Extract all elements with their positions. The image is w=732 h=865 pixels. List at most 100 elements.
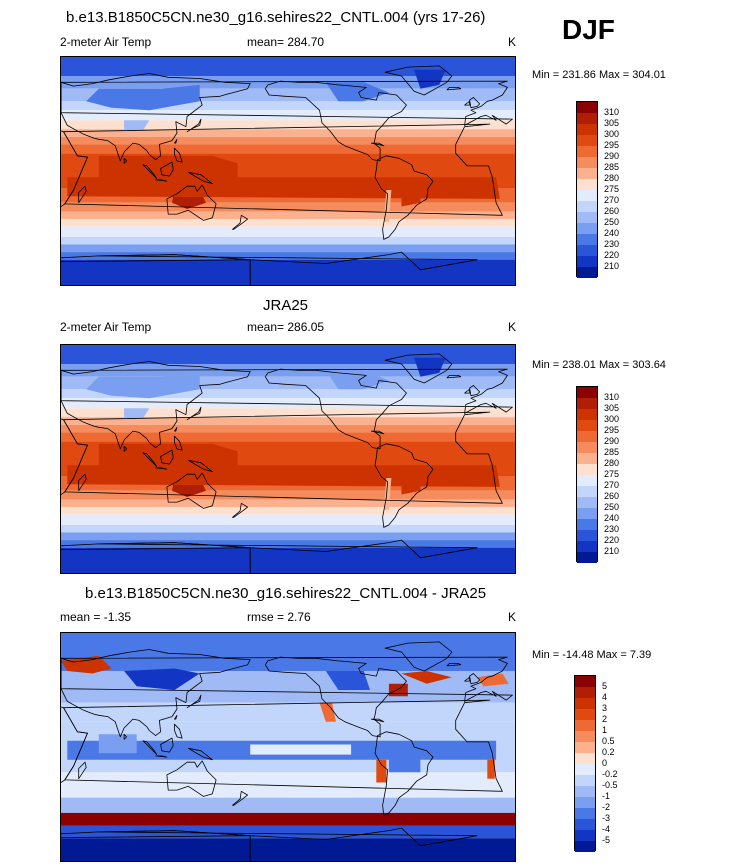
- panel1-colorbar-swatch: [577, 190, 597, 201]
- panel1-colorbar-swatch: [577, 124, 597, 135]
- contour-region: [376, 759, 387, 783]
- coastline: [142, 452, 158, 467]
- contour-region: [414, 69, 446, 89]
- contour-band: [61, 252, 515, 260]
- panel3-colorbar-label: -0.5: [602, 780, 618, 790]
- coastline: [186, 406, 202, 421]
- panel2-mean-label: mean= 286.05: [247, 320, 325, 334]
- panel3-colorbar-label: -1: [602, 791, 611, 801]
- coastline: [61, 73, 251, 162]
- panel3-colorbar-swatch: [575, 709, 595, 720]
- coastline: [166, 760, 217, 797]
- contour-region: [401, 671, 452, 684]
- panel1-colorbar-swatch: [577, 256, 597, 267]
- coastline: [188, 171, 213, 185]
- contour-band: [61, 244, 515, 253]
- contour-band: [61, 211, 515, 220]
- coastline: [446, 663, 462, 667]
- coastline: [160, 737, 174, 753]
- panel1-colorbar-swatch: [577, 223, 597, 234]
- contour-band: [61, 772, 515, 798]
- panel3-title: b.e13.B1850C5CN.ne30_g16.sehires22_CNTL.…: [85, 585, 487, 602]
- panel2-colorbar-swatch: [577, 453, 597, 464]
- coastline: [78, 185, 87, 204]
- contour-band: [61, 524, 515, 533]
- contour-band: [61, 202, 515, 212]
- contour-band: [61, 398, 515, 409]
- panel1-colorbar-swatch: [577, 135, 597, 146]
- panel3-colorbar-swatch: [575, 753, 595, 764]
- coastline: [61, 418, 88, 496]
- contour-region: [67, 177, 500, 199]
- coastline: [61, 830, 251, 861]
- panel3-colorbar-label: -3: [602, 813, 611, 823]
- panel2-colorbar-swatch: [577, 530, 597, 541]
- coastline: [61, 361, 251, 450]
- panel2-colorbar-swatch: [577, 508, 597, 519]
- contour-band: [61, 812, 515, 826]
- panel2-colorbar-box: [576, 386, 598, 563]
- contour-band: [61, 838, 515, 861]
- panel3-colorbar-label: 5: [602, 681, 608, 691]
- panel3-colorbar-swatch: [575, 841, 595, 852]
- contour-region: [67, 465, 500, 487]
- panel3-colorbar-swatch: [575, 687, 595, 698]
- coastline: [142, 164, 158, 179]
- coastline: [174, 723, 183, 739]
- coastline: [188, 459, 213, 473]
- panel3-mean-label: mean = -1.35: [60, 610, 132, 624]
- panel2-colorbar-swatch: [577, 442, 597, 453]
- coastline: [155, 179, 168, 182]
- contour-band: [61, 424, 515, 433]
- panel2-colorbar-label: 240: [604, 513, 620, 523]
- panel1-colorbar-swatch: [577, 168, 597, 179]
- contour-region: [86, 84, 200, 111]
- coastline: [123, 157, 127, 164]
- panel3-colorbar-label: 2: [602, 714, 608, 724]
- contour-region: [325, 671, 370, 690]
- panel1-minmax-label: Min = 231.86 Max = 304.01: [532, 69, 666, 81]
- contour-band: [61, 417, 515, 425]
- coastline: [384, 353, 453, 384]
- coastline: [61, 542, 251, 573]
- panel3-colorbar-swatch: [575, 797, 595, 808]
- contour-band: [61, 432, 515, 442]
- panel3-colorbar-label: 0.5: [602, 736, 615, 746]
- contour-band: [61, 120, 515, 130]
- panel3-colorbar-swatch: [575, 742, 595, 753]
- panel1-colorbar-swatch: [577, 245, 597, 256]
- contour-region: [124, 120, 150, 131]
- panel1-colorbar-swatch: [577, 201, 597, 212]
- coastline: [370, 142, 385, 147]
- contour-region: [86, 372, 200, 399]
- panel2-colorbar-swatch: [577, 486, 597, 497]
- contour-band: [61, 259, 515, 285]
- contour-band: [61, 236, 515, 245]
- contour-band: [61, 144, 515, 154]
- panel1-colorbar-label: 230: [604, 239, 620, 249]
- coastline: [174, 714, 178, 720]
- coastline: [155, 755, 168, 758]
- panel1-colorbar-swatch: [577, 234, 597, 245]
- contour-region: [477, 673, 509, 687]
- panel1-colorbar-label: 310: [604, 107, 620, 117]
- coastline-group: [61, 641, 513, 861]
- coastline: [464, 100, 470, 106]
- panel1-variable-label: 2-meter Air Temp: [60, 35, 152, 49]
- panel3-colorbar-swatch: [575, 720, 595, 731]
- coastline: [166, 472, 217, 509]
- contour-band: [61, 499, 515, 508]
- contour-band: [61, 76, 515, 89]
- panel2-variable-label: 2-meter Air Temp: [60, 320, 152, 334]
- coastline: [78, 473, 87, 492]
- panel3-colorbar-swatch: [575, 764, 595, 775]
- coastline: [142, 740, 158, 755]
- panel1-units-label: K: [508, 35, 517, 49]
- coastline: [174, 138, 178, 144]
- coastline: [384, 641, 453, 672]
- map2-field: [61, 345, 515, 573]
- panel2-colorbar-label: 295: [604, 425, 620, 435]
- coastline: [264, 80, 407, 162]
- panel1-colorbar-label: 260: [604, 206, 620, 216]
- panel1-colorbar-swatch: [577, 267, 597, 278]
